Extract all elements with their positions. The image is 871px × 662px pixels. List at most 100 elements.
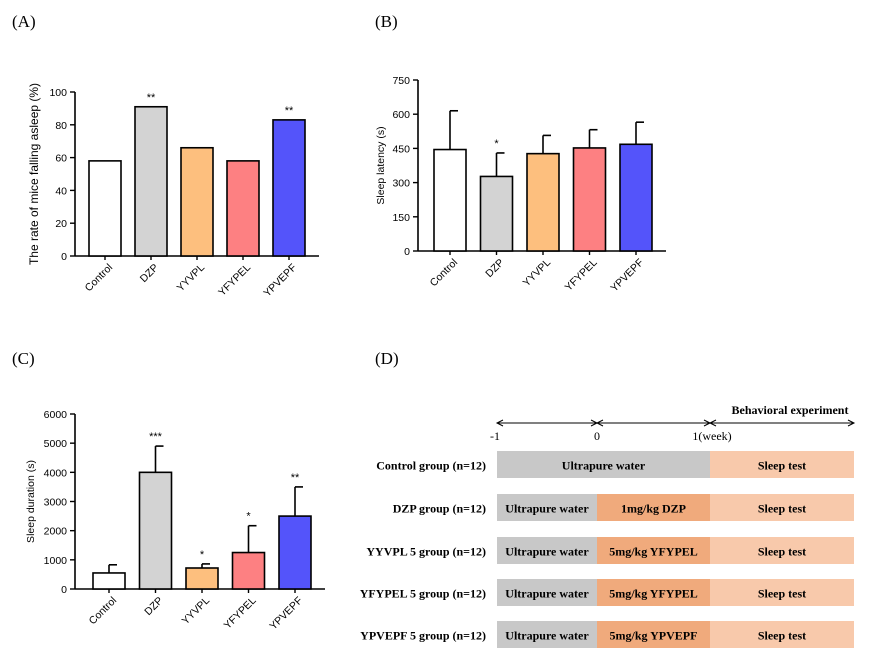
y-tick-label: 0: [404, 246, 410, 258]
timeline-tick-label: 0: [594, 429, 600, 443]
y-tick-label: 0: [61, 584, 67, 596]
segment-test: [710, 579, 854, 606]
x-tick-label: YFYPEL: [216, 262, 253, 299]
chart-c: 0 1000 2000 3000 4000 5000 6000 Sleep duration …: [25, 409, 325, 632]
x-tick-label: Control: [87, 595, 119, 627]
group-label: YPVEPF 5 group (n=12): [360, 629, 486, 643]
x-tick-label: YYVPL: [175, 262, 208, 295]
y-tick-label: 80: [55, 120, 67, 132]
bar-dzp: [479, 175, 514, 252]
segment-label: 5mg/kg YPVEPF: [610, 629, 698, 643]
segment-label: Ultrapure water: [505, 587, 589, 601]
y-axis-title: Sleep latency (s): [375, 126, 387, 204]
segment-label: Sleep test: [758, 459, 806, 473]
y-tick-label: 600: [392, 109, 410, 121]
significance-mark: *: [200, 549, 205, 561]
segment-water: [497, 451, 710, 478]
segment-water: [497, 579, 597, 606]
y-tick-label: 4000: [44, 467, 68, 479]
y-tick-label: 5000: [44, 438, 68, 450]
y-tick-label: 450: [392, 143, 410, 155]
segment-test: [710, 451, 854, 478]
x-tick-label: YFYPEL: [563, 257, 600, 294]
y-tick-label: 750: [392, 75, 410, 87]
y-tick-label: 3000: [44, 497, 68, 509]
bar-control: [88, 160, 122, 257]
y-tick-label: 60: [55, 153, 67, 165]
x-tick-label: YYVPL: [521, 257, 554, 290]
segment-label: Ultrapure water: [505, 502, 589, 516]
segment-label: 5mg/kg YFYPEL: [609, 587, 698, 601]
bar-control: [92, 572, 126, 590]
bar-yfypel: [572, 147, 607, 252]
segment-label: Sleep test: [758, 502, 806, 516]
chart-a: 0 20 40 60 80 100 The rate of mice falling asl…: [27, 83, 319, 299]
y-tick-label: 2000: [44, 526, 68, 538]
x-tick-label: Control: [83, 262, 115, 294]
x-tick-label: DZP: [483, 257, 506, 280]
group-label: YFYPEL 5 group (n=12): [360, 587, 486, 601]
y-tick-label: 300: [392, 178, 410, 190]
group-label: YYVPL 5 group (n=12): [366, 545, 486, 559]
panel-label-b: (B): [375, 12, 398, 31]
segment-dose: [597, 579, 710, 606]
x-tick-label: DZP: [138, 262, 161, 285]
segment-label: Sleep test: [758, 587, 806, 601]
timeline-tick-label: -1: [490, 429, 500, 443]
x-tick-label: YPVEPF: [608, 257, 646, 295]
group-label: DZP group (n=12): [393, 502, 486, 516]
segment-label: Ultrapure water: [505, 545, 589, 559]
segment-test: [710, 621, 854, 648]
x-tick-label: YFYPEL: [222, 595, 259, 632]
panel-label-a: (A): [12, 12, 36, 31]
y-tick-label: 0: [61, 251, 67, 263]
experiment-diagram: -1 0 1(week)Behavioral experiment Control g…: [360, 403, 856, 648]
bar-dzp: [138, 471, 173, 590]
y-tick-label: 100: [49, 87, 67, 99]
arrow-head-left: [708, 419, 717, 427]
segment-water: [497, 621, 597, 648]
bar-dzp: [134, 105, 168, 257]
segment-water: [497, 537, 597, 564]
significance-mark: **: [285, 105, 294, 117]
significance-mark: **: [147, 92, 156, 104]
y-tick-label: 40: [55, 185, 67, 197]
segment-water: [497, 494, 597, 521]
group-label: Control group (n=12): [376, 459, 486, 473]
significance-mark: **: [291, 472, 300, 484]
segment-test: [710, 494, 854, 521]
bar-yyvpl: [526, 152, 560, 252]
x-tick-label: YPVEPF: [267, 595, 305, 633]
bar-control: [433, 148, 467, 252]
timeline-tick-label: 1(week): [692, 429, 731, 443]
segment-label: Ultrapure water: [562, 459, 646, 473]
segment-dose: [597, 494, 710, 521]
bar-ypvepf: [272, 119, 306, 257]
bar-ypvepf: [278, 515, 312, 590]
x-tick-label: YYVPL: [180, 595, 213, 628]
arrow-head-left: [595, 419, 604, 427]
segment-label: 5mg/kg YFYPEL: [609, 545, 698, 559]
segment-dose: [597, 537, 710, 564]
segment-label: Sleep test: [758, 545, 806, 559]
bar-yyvpl: [180, 146, 214, 257]
segment-test: [710, 537, 854, 564]
y-tick-label: 150: [392, 212, 410, 224]
y-tick-label: 20: [55, 218, 67, 230]
panel-label-c: (C): [12, 349, 35, 368]
segment-label: 1mg/kg DZP: [621, 502, 686, 516]
bar-yfypel: [231, 551, 266, 590]
bar-yfypel: [226, 160, 260, 257]
significance-mark: ***: [149, 431, 163, 443]
arrow-head-right: [847, 419, 856, 427]
chart-b: 0 150 300 450 600 750 Sleep latency (s) Control…: [375, 75, 666, 294]
significance-mark: *: [494, 138, 499, 150]
behavioral-experiment-label: Behavioral experiment: [732, 403, 849, 417]
segment-label: Sleep test: [758, 629, 806, 643]
y-axis-title: The rate of mice falling asleep (%): [27, 83, 41, 265]
bar-yyvpl: [185, 567, 219, 590]
y-axis-title: Sleep duration (s): [25, 460, 37, 543]
arrow-head-left: [495, 419, 504, 427]
y-tick-label: 6000: [44, 409, 68, 421]
